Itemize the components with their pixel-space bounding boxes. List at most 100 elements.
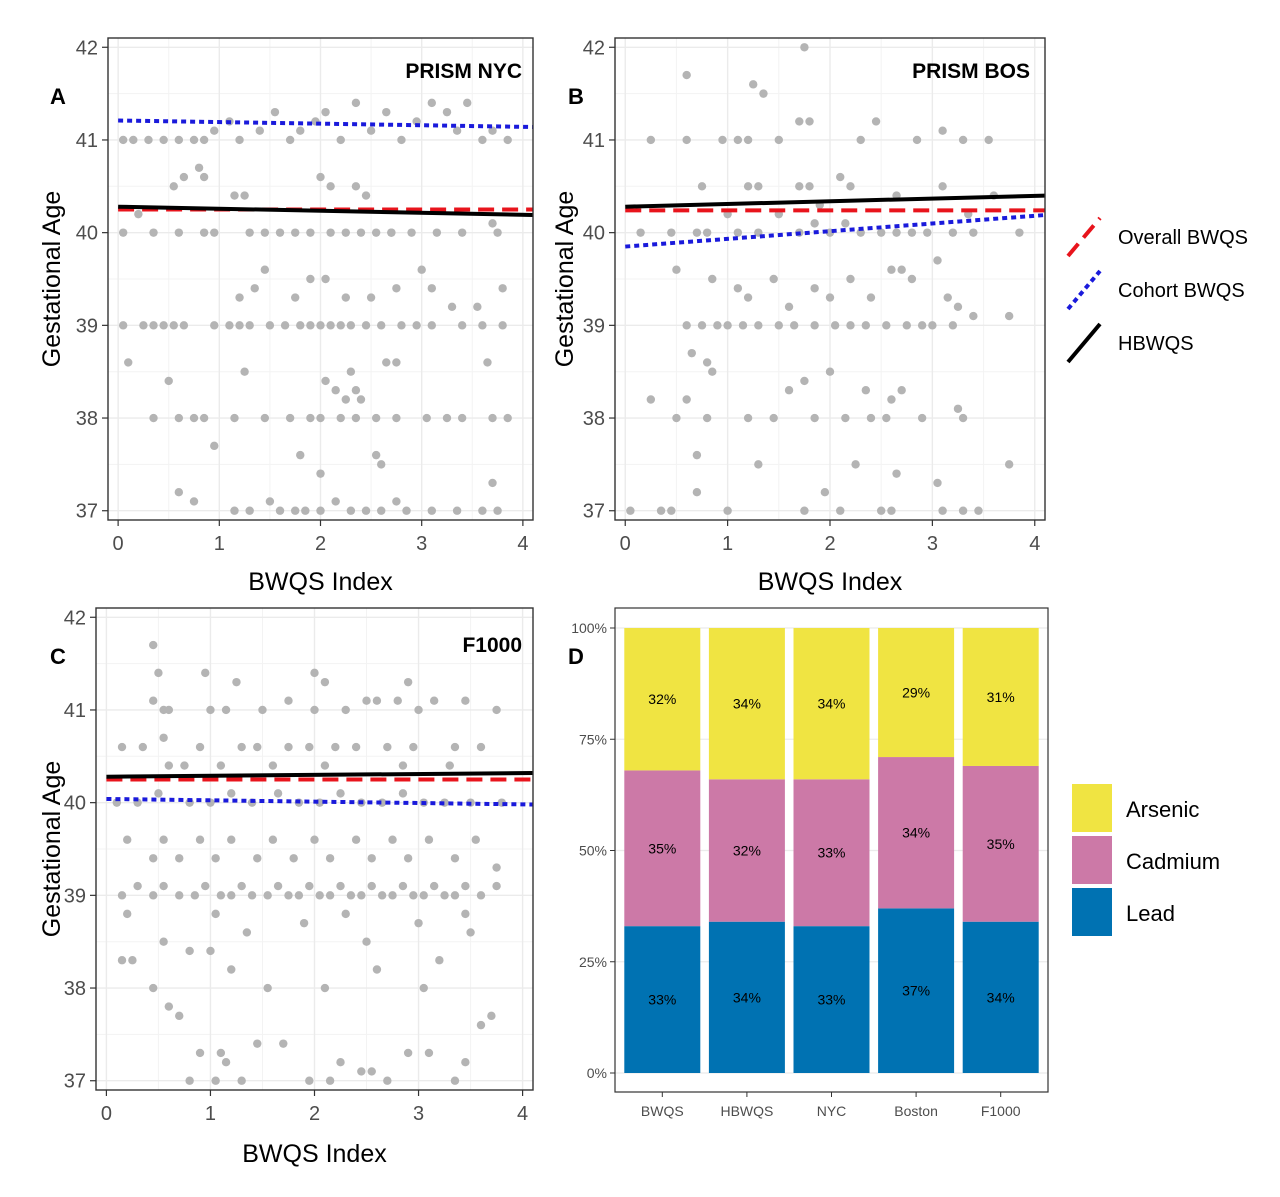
data-point xyxy=(382,358,391,367)
legend-key-hbwqs xyxy=(1066,322,1102,364)
data-point xyxy=(253,742,262,752)
data-point xyxy=(351,742,361,752)
data-point xyxy=(265,321,275,330)
data-point xyxy=(357,891,366,900)
data-point xyxy=(417,265,426,274)
x-tick-label: 1 xyxy=(722,533,733,555)
data-point xyxy=(159,881,168,891)
y-tick-label: 38 xyxy=(64,978,86,1000)
data-point xyxy=(237,1076,246,1085)
data-point xyxy=(403,1048,413,1058)
data-point xyxy=(450,1076,460,1085)
data-point xyxy=(682,395,691,404)
data-point xyxy=(938,126,947,135)
data-point xyxy=(723,321,732,330)
data-point xyxy=(402,506,411,515)
data-point xyxy=(199,228,209,237)
data-point xyxy=(392,358,401,367)
data-point xyxy=(169,182,178,191)
data-point xyxy=(397,321,406,330)
y-tick-label: 41 xyxy=(76,130,98,152)
data-point xyxy=(397,135,406,145)
data-point xyxy=(221,705,231,715)
data-point xyxy=(488,413,497,423)
data-point xyxy=(440,891,449,900)
x-tick-label: 2 xyxy=(824,533,835,555)
data-point xyxy=(974,506,983,515)
data-point xyxy=(692,450,702,460)
data-point xyxy=(450,891,460,900)
data-point xyxy=(948,228,958,237)
data-point xyxy=(626,506,635,515)
data-point xyxy=(216,891,226,900)
data-point xyxy=(414,705,423,715)
data-point xyxy=(476,891,486,900)
data-point xyxy=(672,265,681,274)
plot-frame xyxy=(107,37,534,521)
data-point xyxy=(754,321,763,330)
data-point xyxy=(407,228,416,237)
data-point xyxy=(164,1002,174,1011)
data-point xyxy=(129,135,138,145)
fill-legend: Arsenic Cadmium Lead xyxy=(1062,778,1222,940)
data-point xyxy=(388,835,397,844)
y-tick-label: 37 xyxy=(76,501,98,523)
data-point xyxy=(310,668,319,678)
bar-segment-arsenic xyxy=(878,628,955,758)
data-point xyxy=(306,321,315,330)
data-point xyxy=(388,891,397,900)
data-point xyxy=(743,413,753,423)
data-point xyxy=(367,1067,376,1076)
data-point xyxy=(154,789,163,798)
data-point xyxy=(250,284,259,293)
data-point xyxy=(795,182,804,191)
bar-segment-cadmium xyxy=(793,779,870,927)
data-point xyxy=(210,228,219,237)
data-point xyxy=(134,209,143,219)
panel-label: A xyxy=(50,84,66,109)
data-point xyxy=(128,956,137,965)
data-point xyxy=(457,321,467,330)
data-point xyxy=(372,696,382,705)
data-point xyxy=(702,413,712,423)
data-point xyxy=(457,228,467,237)
data-point xyxy=(316,172,325,182)
data-point xyxy=(692,487,702,497)
data-point xyxy=(326,321,335,330)
data-point xyxy=(371,228,381,237)
data-point xyxy=(861,321,871,330)
data-point xyxy=(118,321,128,330)
data-point xyxy=(672,413,681,423)
y-tick-label: 42 xyxy=(76,37,98,59)
data-point xyxy=(189,413,199,423)
line-cohort-bwqs xyxy=(625,213,1046,249)
data-point xyxy=(194,163,204,172)
data-point xyxy=(253,1039,262,1048)
data-point xyxy=(452,506,462,515)
data-label: 29% xyxy=(902,685,930,701)
data-point xyxy=(260,413,270,423)
data-point xyxy=(492,705,501,715)
data-point xyxy=(351,98,361,108)
data-point xyxy=(195,1048,205,1058)
data-point xyxy=(800,376,809,386)
line-cohort-bwqs xyxy=(118,118,534,129)
data-point xyxy=(346,321,356,330)
data-point xyxy=(316,413,325,423)
data-point xyxy=(856,135,865,145)
data-point xyxy=(503,135,512,145)
data-point xyxy=(876,506,886,515)
data-point xyxy=(164,761,174,770)
data-point xyxy=(392,413,401,423)
data-point xyxy=(199,172,209,182)
data-point xyxy=(887,395,896,404)
data-point xyxy=(210,321,219,330)
data-point xyxy=(201,668,210,678)
data-point xyxy=(478,321,487,330)
data-point xyxy=(361,321,371,330)
data-point xyxy=(284,891,293,900)
y-tick-label: 42 xyxy=(64,607,86,629)
data-point xyxy=(392,284,401,293)
y-tick-label: 37 xyxy=(583,501,605,523)
